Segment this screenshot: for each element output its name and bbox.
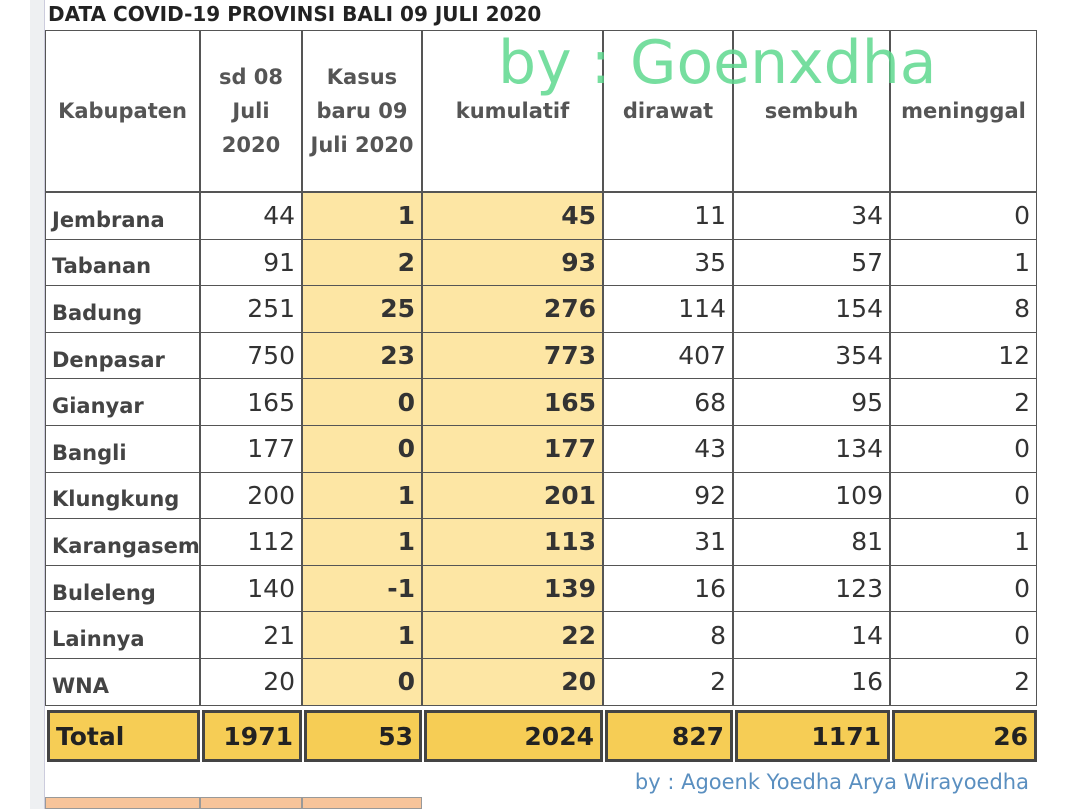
watermark: by : Goenxdha <box>498 28 937 98</box>
table-cell: 22 <box>422 611 603 659</box>
header-cell: Kabupaten <box>45 30 200 192</box>
total-label: Total <box>47 710 200 762</box>
total-cell: 1171 <box>735 710 890 762</box>
table-cell: 2 <box>302 238 422 287</box>
total-cell: 2024 <box>424 710 603 762</box>
header-cell: sd 08 Juli 2020 <box>200 30 302 192</box>
table-cell: 0 <box>890 192 1037 240</box>
table-cell: 0 <box>890 611 1037 659</box>
title: DATA COVID-19 PROVINSI BALI 09 JULI 2020 <box>48 2 542 26</box>
table-cell: 95 <box>733 378 890 426</box>
row-label: Tabanan <box>45 238 200 287</box>
row-label: Denpasar <box>45 331 200 380</box>
header-cell: meninggal <box>890 30 1037 192</box>
row-label: Buleleng <box>45 564 200 613</box>
credit: by : Agoenk Yoedha Arya Wirayoedha <box>634 770 1029 794</box>
table-cell: 2 <box>890 658 1037 706</box>
table-cell: 177 <box>200 425 302 473</box>
table-cell: 123 <box>733 564 890 613</box>
table-cell: 1 <box>890 238 1037 287</box>
header-cell: dirawat <box>603 30 733 192</box>
table-cell: 92 <box>603 471 733 520</box>
table-cell: 1 <box>302 611 422 659</box>
table-cell: 0 <box>890 564 1037 613</box>
table-cell: 1 <box>302 471 422 520</box>
row-label: Jembrana <box>45 192 200 240</box>
table-cell: 16 <box>603 564 733 613</box>
sheet-rail <box>30 0 45 809</box>
table-cell: 0 <box>890 471 1037 520</box>
total-cell: 827 <box>605 710 733 762</box>
table-cell: 773 <box>422 331 603 380</box>
table-cell: 91 <box>200 238 302 287</box>
table-cell: 140 <box>200 564 302 613</box>
header-cell: Kasus baru 09 Juli 2020 <box>302 30 422 192</box>
table-cell: 16 <box>733 658 890 706</box>
total-cell: 1971 <box>202 710 302 762</box>
table-cell: 43 <box>603 425 733 473</box>
table-cell: 11 <box>603 192 733 240</box>
table-cell: 201 <box>422 471 603 520</box>
table-cell: 134 <box>733 425 890 473</box>
table-cell: 1 <box>302 192 422 240</box>
row-label: WNA <box>45 658 200 706</box>
table-cell: 44 <box>200 192 302 240</box>
table-cell: 0 <box>302 425 422 473</box>
table-cell: 8 <box>890 285 1037 333</box>
table-cell: 154 <box>733 285 890 333</box>
table-cell: 93 <box>422 238 603 287</box>
header-cell: sembuh <box>733 30 890 192</box>
row-label: Bangli <box>45 425 200 473</box>
table-cell: 1 <box>302 518 422 566</box>
table-cell: 0 <box>302 378 422 426</box>
table-cell: 2 <box>890 378 1037 426</box>
table-cell: 23 <box>302 331 422 380</box>
table-cell: 12 <box>890 331 1037 380</box>
table-cell: 276 <box>422 285 603 333</box>
table-cell: 0 <box>890 425 1037 473</box>
table-cell: 177 <box>422 425 603 473</box>
total-cell: 26 <box>892 710 1037 762</box>
total-cell: 53 <box>304 710 422 762</box>
row-label: Klungkung <box>45 471 200 520</box>
table-cell: 1 <box>890 518 1037 566</box>
table-cell: 109 <box>733 471 890 520</box>
table-cell: 112 <box>200 518 302 566</box>
table-cell: 35 <box>603 238 733 287</box>
row-label: Gianyar <box>45 378 200 426</box>
table-cell: 45 <box>422 192 603 240</box>
table-cell: 113 <box>422 518 603 566</box>
table-cell: 2 <box>603 658 733 706</box>
table-cell: 750 <box>200 331 302 380</box>
table-cell: 200 <box>200 471 302 520</box>
table-cell: 21 <box>200 611 302 659</box>
table-cell: 139 <box>422 564 603 613</box>
row-label: Badung <box>45 285 200 333</box>
cell-stub <box>200 797 302 809</box>
table-cell: 251 <box>200 285 302 333</box>
cell-stub <box>302 797 422 809</box>
table-cell: 165 <box>200 378 302 426</box>
table-cell: 20 <box>200 658 302 706</box>
table-cell: 20 <box>422 658 603 706</box>
table-cell: 8 <box>603 611 733 659</box>
table-cell: 407 <box>603 331 733 380</box>
table-cell: 25 <box>302 285 422 333</box>
table-cell: 68 <box>603 378 733 426</box>
row-label: Lainnya <box>45 611 200 659</box>
table-cell: 31 <box>603 518 733 566</box>
row-label: Karangasem <box>45 518 200 566</box>
table-cell: 0 <box>302 658 422 706</box>
table-cell: 165 <box>422 378 603 426</box>
table-cell: 57 <box>733 238 890 287</box>
cell-stub <box>45 797 200 809</box>
table-cell: 34 <box>733 192 890 240</box>
table-cell: 14 <box>733 611 890 659</box>
table-cell: 354 <box>733 331 890 380</box>
header-cell: kumulatif <box>422 30 603 192</box>
table-cell: 81 <box>733 518 890 566</box>
table-cell: -1 <box>302 564 422 613</box>
table-cell: 114 <box>603 285 733 333</box>
